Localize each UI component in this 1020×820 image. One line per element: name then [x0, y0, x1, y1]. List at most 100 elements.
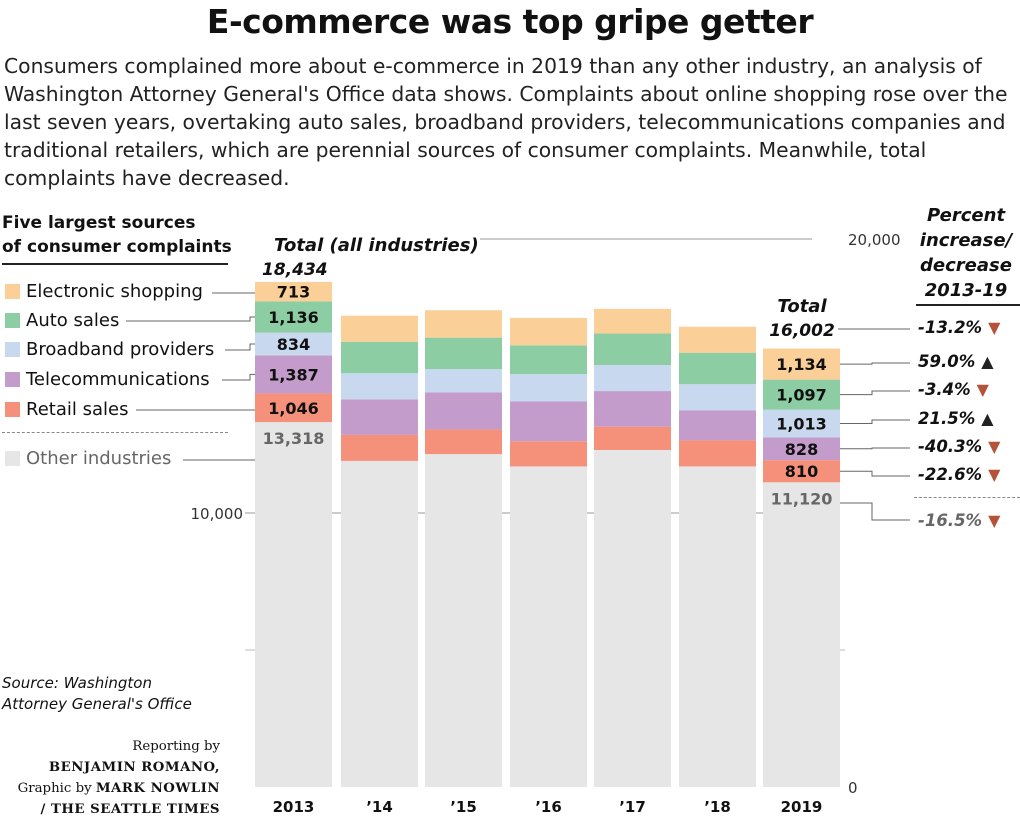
- bar-telecommunications-6: [763, 437, 840, 461]
- legend-heading-rule: [2, 263, 228, 265]
- bar-telecommunications-5: [679, 410, 756, 441]
- data-label-broadband-providers-0: 834: [277, 335, 310, 354]
- percent-change-electronic-shopping: 59.0% ▲: [918, 352, 994, 371]
- bar-other-industries-5: [679, 466, 756, 787]
- bar-auto-sales-3: [510, 345, 587, 375]
- x-tick-label-2: ’15: [450, 798, 477, 816]
- bar-other-industries-2: [425, 454, 502, 787]
- legend-item-broadband-providers: Broadband providers: [5, 339, 214, 367]
- data-label-other-industries-6: 11,120: [771, 489, 833, 508]
- percent-change-telecommunications: -40.3% ▼: [918, 437, 1000, 456]
- bar-electronic-shopping-1: [341, 315, 418, 342]
- bar-retail-sales-0: [255, 393, 332, 423]
- triangle-down-icon: ▼: [988, 465, 1001, 484]
- percent-heading-line-3: decrease: [920, 255, 1012, 276]
- legend-label: Telecommunications: [26, 369, 210, 390]
- legend-item-other-industries: Other industries: [5, 448, 171, 476]
- legend-swatch: [5, 451, 20, 466]
- bar-other-industries-0: [255, 422, 332, 787]
- source-line-1: Source: Washington: [2, 674, 152, 692]
- legend-heading-line-1: Five largest sources: [2, 213, 196, 233]
- percent-change-value: 59.0%: [918, 352, 976, 371]
- credit-line-1: Reporting by: [132, 739, 220, 754]
- legend-item-electronic-shopping: Electronic shopping: [5, 281, 203, 309]
- bar-other-industries-4: [594, 449, 671, 787]
- bar-retail-sales-5: [679, 440, 756, 467]
- legend-label: Auto sales: [26, 310, 120, 331]
- bar-retail-sales-6: [763, 460, 840, 483]
- percent-change-value: 21.5%: [918, 409, 976, 428]
- bar-auto-sales-5: [679, 352, 756, 385]
- data-label-other-industries-0: 13,318: [263, 429, 325, 448]
- legend-item-retail-sales: Retail sales: [5, 399, 128, 427]
- percent-change-value: -3.4%: [918, 380, 971, 399]
- data-label-auto-sales-0: 1,136: [268, 308, 319, 327]
- percent-divider: [914, 497, 1020, 498]
- bar-telecommunications-1: [341, 399, 418, 435]
- x-tick-label-0: 2013: [273, 798, 315, 816]
- legend-item-telecommunications: Telecommunications: [5, 369, 210, 397]
- percent-heading: Percent increase/ decrease 2013-19: [912, 203, 1020, 303]
- x-tick-label-6: 2019: [781, 798, 823, 816]
- data-label-electronic-shopping-0: 713: [277, 283, 310, 302]
- x-tick-label-3: ’16: [535, 798, 562, 816]
- data-label-telecommunications-0: 1,387: [268, 365, 319, 384]
- percent-change-value: -16.5%: [918, 511, 983, 530]
- percent-change-value: -40.3%: [918, 437, 983, 456]
- pct-leader-other-industries: [840, 502, 910, 521]
- legend-label: Retail sales: [26, 399, 129, 420]
- triangle-down-icon: ▼: [988, 511, 1001, 530]
- bar-retail-sales-1: [341, 434, 418, 461]
- bar-other-industries-6: [763, 482, 840, 787]
- data-label-auto-sales-6: 1,097: [776, 386, 827, 405]
- triangle-up-icon: ▲: [981, 409, 994, 428]
- legend-swatch: [5, 284, 20, 299]
- percent-change-retail-sales: -22.6% ▼: [918, 465, 1000, 484]
- total-2019-value: 16,002: [769, 321, 835, 341]
- bar-broadband-providers-0: [255, 332, 332, 356]
- data-label-retail-sales-0: 1,046: [268, 399, 319, 418]
- bar-electronic-shopping-5: [679, 326, 756, 353]
- legend-swatch: [5, 372, 20, 387]
- bar-broadband-providers-5: [679, 384, 756, 411]
- legend-divider: [2, 432, 228, 433]
- legend-swatch: [5, 402, 20, 417]
- data-label-retail-sales-6: 810: [785, 462, 818, 481]
- bar-retail-sales-2: [425, 429, 502, 455]
- y-tick-label-20000: 20,000: [848, 231, 901, 249]
- bar-electronic-shopping-4: [594, 308, 671, 334]
- percent-change-total: -13.2% ▼: [918, 318, 1000, 337]
- pct-leader-electronic-shopping: [840, 362, 910, 365]
- legend-swatch: [5, 313, 20, 328]
- bar-electronic-shopping-6: [763, 348, 840, 380]
- data-label-electronic-shopping-6: 1,134: [776, 355, 827, 374]
- source-line-2: Attorney General's Office: [2, 695, 192, 713]
- legend-leader-auto-sales: [126, 316, 255, 322]
- x-tick-label-1: ’14: [366, 798, 393, 816]
- bar-broadband-providers-2: [425, 369, 502, 393]
- total-2019-title: Total: [777, 296, 827, 317]
- legend-swatch: [5, 342, 20, 357]
- credit-reporter: BENJAMIN ROMANO,: [48, 760, 220, 775]
- percent-change-value: -22.6%: [918, 465, 983, 484]
- percent-change-broadband-providers: 21.5% ▲: [918, 409, 994, 428]
- legend-heading-line-2: of consumer complaints: [2, 237, 232, 257]
- legend-leader-telecommunications: [222, 373, 255, 381]
- bar-telecommunications-0: [255, 355, 332, 394]
- bar-auto-sales-2: [425, 337, 502, 370]
- credit-outlet: / THE SEATTLE TIMES: [40, 802, 220, 817]
- bar-auto-sales-6: [763, 379, 840, 410]
- bar-telecommunications-3: [510, 401, 587, 442]
- bar-other-industries-1: [341, 460, 418, 787]
- triangle-down-icon: ▼: [988, 437, 1001, 456]
- bar-retail-sales-3: [510, 441, 587, 467]
- percent-change-auto-sales: -3.4% ▼: [918, 380, 989, 399]
- triangle-down-icon: ▼: [976, 380, 989, 399]
- percent-heading-line-4: 2013-19: [924, 280, 1008, 301]
- credit-designer: MARK NOWLIN: [95, 781, 220, 796]
- bar-telecommunications-2: [425, 392, 502, 430]
- bar-broadband-providers-4: [594, 365, 671, 392]
- legend-label: Broadband providers: [26, 339, 215, 360]
- total-2013-label: 18,434: [262, 260, 328, 280]
